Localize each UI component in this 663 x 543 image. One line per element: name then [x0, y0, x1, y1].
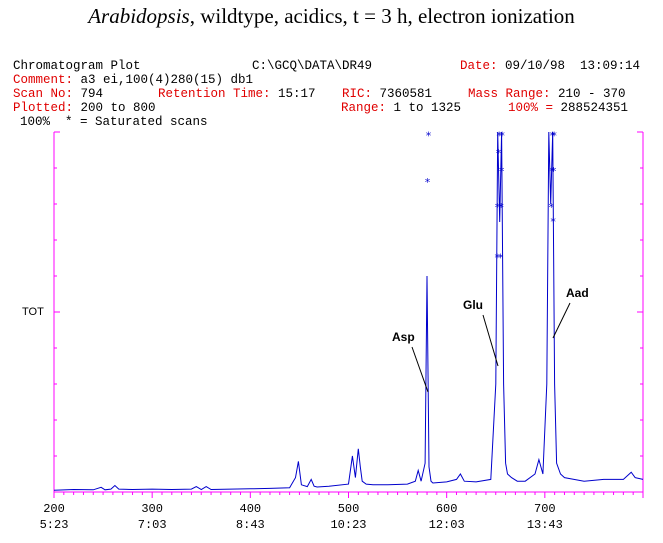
scan-row: Scan No: 794 — [13, 87, 103, 101]
comment-label: Comment: — [13, 73, 74, 87]
saturated-marker: * — [425, 176, 431, 189]
saturated-marker: * — [496, 147, 502, 160]
chart-title: Arabidopsis, wildtype, acidics, t = 3 h,… — [0, 4, 663, 29]
pct-row: 100% = 288524351 — [508, 101, 628, 115]
saturated-marker: * — [551, 130, 557, 143]
x-tick-label: 300 — [141, 502, 163, 516]
title-species: Arabidopsis — [88, 4, 190, 28]
x-time-label: 10:23 — [330, 518, 366, 532]
comment-row: Comment: a3 ei,100(4)280(15) db1 — [13, 73, 253, 87]
saturated-marker: * — [499, 165, 505, 178]
title-rest: , wildtype, acidics, t = 3 h, electron i… — [189, 4, 575, 28]
saturated-note: 100% * = Saturated scans — [20, 115, 208, 129]
x-tick-label: 700 — [534, 502, 556, 516]
plot-name: Chromatogram Plot — [13, 59, 141, 73]
scan-label: Scan No: — [13, 87, 74, 101]
rt-row: Retention Time: 15:17 — [158, 87, 316, 101]
saturated-marker: * — [549, 130, 555, 143]
ric-label: RIC: — [342, 87, 373, 101]
peak-leader-line — [482, 314, 499, 367]
comment-value: a3 ei,100(4)280(15) db1 — [80, 73, 254, 87]
x-time-label: 13:43 — [527, 518, 563, 532]
rt-value: 15:17 — [278, 87, 316, 101]
x-time-label: 12:03 — [429, 518, 465, 532]
range-value: 1 to 1325 — [393, 101, 462, 115]
peak-label-asp: Asp — [392, 330, 415, 344]
plotted-value: 200 to 800 — [80, 101, 156, 115]
x-tick-label: 400 — [240, 502, 262, 516]
x-time-label: 7:03 — [138, 518, 167, 532]
rt-label: Retention Time: — [158, 87, 271, 101]
plotted-label: Plotted: — [13, 101, 74, 115]
peak-leader-line — [411, 346, 429, 393]
saturated-marker: * — [496, 130, 502, 143]
pct-value: 288524351 — [560, 101, 629, 115]
date-row: Date: 09/10/98 13:09:14 — [460, 59, 640, 73]
x-tick-label: 200 — [43, 502, 65, 516]
range-label: Range: — [341, 101, 387, 115]
saturated-marker: * — [548, 201, 554, 214]
ric-value: 7360581 — [379, 87, 433, 101]
peak-label-aad: Aad — [566, 286, 589, 300]
y-axis-label: TOT — [22, 306, 44, 318]
saturated-marker: * — [551, 165, 557, 178]
plotted-row: Plotted: 200 to 800 — [13, 101, 156, 115]
saturated-marker: * — [498, 251, 504, 264]
x-time-label: 8:43 — [236, 518, 265, 532]
saturated-marker: * — [549, 165, 555, 178]
saturated-marker: * — [499, 130, 505, 143]
peak-leader-line — [552, 302, 571, 339]
scan-value: 794 — [80, 87, 104, 101]
x-tick-label: 500 — [338, 502, 360, 516]
mass-value: 210 - 370 — [558, 87, 626, 101]
saturated-marker: * — [495, 201, 501, 214]
date-label: Date: — [460, 59, 498, 73]
ric-row: RIC: 7360581 — [342, 87, 432, 101]
chromatogram-trace — [53, 131, 644, 491]
range-row: Range: 1 to 1325 — [341, 101, 461, 115]
mass-label: Mass Range: — [468, 87, 551, 101]
saturated-marker: * — [494, 251, 500, 264]
pct-label: 100% = — [508, 101, 554, 115]
mass-row: Mass Range: 210 - 370 — [468, 87, 626, 101]
date-value: 09/10/98 13:09:14 — [505, 59, 641, 73]
saturated-marker: * — [426, 130, 432, 143]
x-tick-label: 600 — [436, 502, 458, 516]
x-time-label: 5:23 — [40, 518, 69, 532]
saturated-marker: * — [550, 215, 556, 228]
peak-label-glu: Glu — [463, 298, 483, 312]
saturated-marker: * — [498, 201, 504, 214]
file-path: C:\GCQ\DATA\DR49 — [252, 59, 373, 73]
